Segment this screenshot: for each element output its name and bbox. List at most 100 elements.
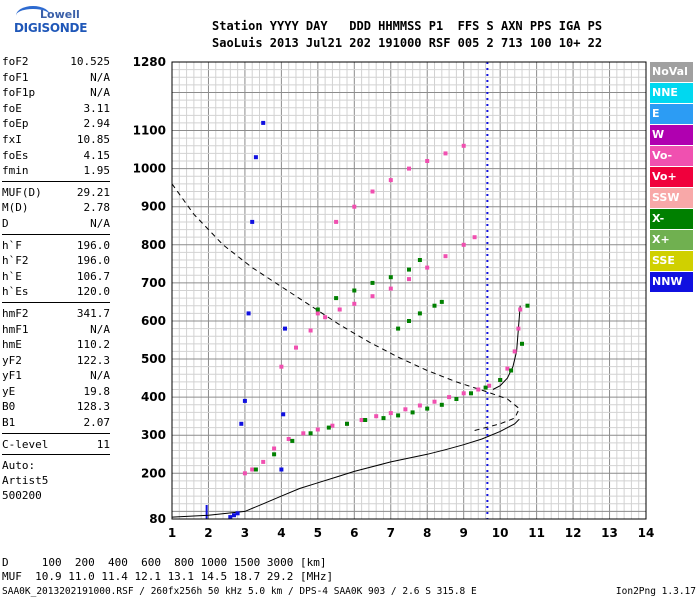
data-point: [516, 326, 521, 331]
param-label: h`F: [2, 238, 22, 252]
param-label: MUF(D): [2, 185, 42, 199]
data-point: [425, 265, 430, 270]
x-tick-label: 9: [460, 526, 468, 540]
param-value: 106.7: [76, 269, 110, 283]
param-label: hmF2: [2, 306, 29, 320]
data-point: [396, 326, 401, 331]
param-label: foEp: [2, 117, 29, 131]
data-point: [352, 301, 357, 306]
legend-item-sse: SSE: [650, 251, 693, 271]
data-point: [454, 397, 459, 401]
data-point: [279, 467, 284, 472]
data-point: [509, 368, 514, 373]
param-value: 10.525: [70, 55, 110, 68]
data-point: [407, 267, 411, 272]
data-point: [417, 311, 422, 316]
param-value: 11: [96, 437, 110, 451]
legend-item-x: X-: [650, 209, 693, 229]
data-point: [253, 467, 258, 472]
data-point: [443, 254, 448, 259]
y-tick-label: 500: [141, 352, 166, 366]
param-label: D: [2, 216, 9, 230]
y-tick-label: 1280: [133, 55, 166, 69]
data-point: [337, 307, 342, 312]
x-tick-label: 7: [387, 526, 395, 540]
data-point: [388, 286, 393, 291]
data-point: [261, 120, 266, 125]
data-point: [308, 328, 313, 333]
param-label: M(D): [2, 201, 29, 215]
legend-item-w: W: [650, 125, 693, 145]
param-row: M(D) 2.78: [2, 200, 110, 216]
data-point: [352, 204, 357, 209]
param-separator: [2, 432, 110, 434]
data-point: [461, 391, 466, 396]
x-tick-label: 2: [204, 526, 212, 540]
data-point: [272, 446, 277, 451]
data-point: [403, 407, 408, 412]
param-row: foEp 2.94: [2, 116, 110, 132]
data-point: [461, 242, 466, 247]
data-point: [253, 155, 258, 160]
param-row: B1 2.07: [2, 415, 110, 431]
param-label: foE: [2, 101, 22, 115]
legend: NoVal NNE E W Vo- Vo+ SSW X- X+ SSE NNW: [650, 62, 693, 293]
data-point: [345, 421, 349, 426]
x-tick-label: 1: [168, 526, 176, 540]
data-point: [246, 311, 251, 316]
param-label: yF1: [2, 369, 22, 383]
param-row: fxI 10.85: [2, 132, 110, 148]
data-point: [469, 391, 473, 396]
data-point: [315, 307, 320, 312]
data-point: [370, 280, 375, 285]
param-row: C-level 11: [2, 437, 110, 453]
data-point: [381, 416, 386, 421]
data-point: [370, 294, 375, 299]
param-value: N/A: [90, 70, 110, 84]
data-point: [388, 275, 393, 280]
param-label: hmF1: [2, 322, 29, 336]
data-point: [374, 414, 379, 419]
data-point: [407, 319, 411, 323]
param-row: hmF1 N/A: [2, 322, 110, 338]
param-row: h`E 106.7: [2, 269, 110, 285]
param-value: 2.78: [83, 201, 111, 215]
legend-item-x: X+: [650, 230, 693, 250]
data-point: [425, 406, 430, 411]
data-point: [232, 513, 236, 518]
y-tick-label: 200: [141, 466, 166, 480]
param-label: fmin: [2, 164, 29, 178]
param-row: hmF2 341.7: [2, 306, 110, 322]
data-point: [286, 437, 291, 441]
data-point: [512, 349, 517, 354]
param-separator: [2, 180, 110, 182]
data-point: [250, 467, 255, 472]
station-header: Station YYYY DAY DDD HHMMSS P1 FFS S AXN…: [212, 18, 602, 52]
x-tick-label: 5: [314, 526, 322, 540]
data-point: [410, 410, 415, 415]
data-point: [315, 427, 320, 432]
param-value: 19.8: [83, 384, 111, 398]
curve-muf-curve: [171, 183, 520, 432]
data-point: [294, 345, 298, 350]
y-tick-label: 1100: [133, 124, 166, 138]
data-point: [487, 383, 492, 388]
param-label: yE: [2, 384, 16, 398]
data-point: [272, 452, 277, 457]
param-row: yF1 N/A: [2, 368, 110, 384]
y-tick-label: 800: [141, 238, 166, 252]
data-point: [239, 421, 244, 426]
x-tick-label: 6: [350, 526, 358, 540]
plot-frame: [171, 61, 647, 520]
y-tick-label: 900: [141, 200, 166, 214]
grid: [171, 61, 647, 519]
param-row: foF2 10.525: [2, 54, 110, 70]
data-point: [439, 402, 444, 407]
param-value: 120.0: [76, 285, 110, 299]
autoscale-line3: 500200: [2, 489, 42, 503]
data-point: [447, 395, 452, 400]
param-row: D N/A: [2, 216, 110, 232]
file-info-line: SAA0K_2013202191000.RSF / 260fx256h 50 k…: [2, 586, 477, 597]
param-value: 122.3: [76, 353, 110, 367]
data-point: [326, 425, 331, 430]
